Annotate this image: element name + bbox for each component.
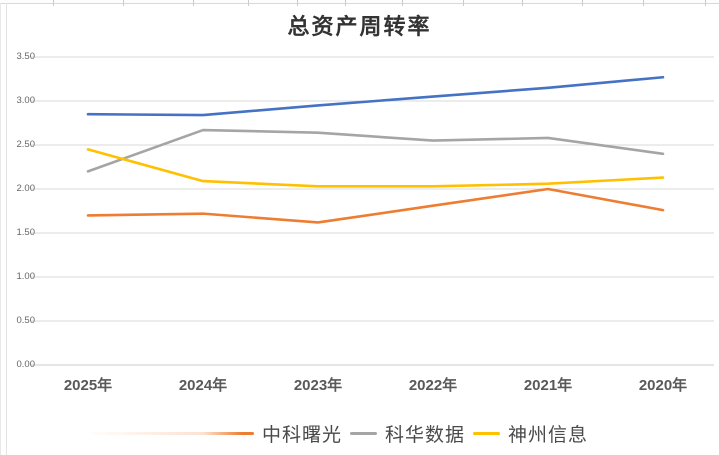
spreadsheet-top-row bbox=[0, 0, 719, 6]
y-tick-label: 2.00 bbox=[16, 183, 36, 194]
column-border-tick bbox=[345, 0, 346, 6]
legend-label: 中科曙光 bbox=[262, 424, 343, 446]
series-line-神州信息 bbox=[86, 148, 665, 188]
column-border-tick bbox=[297, 0, 298, 6]
y-tick-label: 1.50 bbox=[16, 227, 36, 238]
series-line-unlabeled bbox=[86, 75, 665, 117]
legend-label: 科华数据 bbox=[385, 424, 466, 446]
column-border-tick bbox=[193, 0, 194, 6]
y-tick-label: 3.00 bbox=[16, 95, 36, 106]
x-axis-label: 2025年 bbox=[63, 377, 113, 394]
legend-key-中科曙光 bbox=[84, 431, 254, 435]
column-border-tick bbox=[705, 0, 706, 6]
column-border-tick bbox=[402, 0, 403, 6]
spreadsheet-column-border bbox=[6, 3, 7, 455]
legend-key-神州信息 bbox=[473, 431, 501, 435]
column-border-tick bbox=[248, 0, 249, 6]
series-line-科华数据 bbox=[86, 128, 665, 173]
x-axis-label: 2022年 bbox=[408, 377, 458, 394]
legend-key-科华数据 bbox=[350, 431, 378, 435]
column-border-tick bbox=[463, 0, 464, 6]
series-line-中科曙光 bbox=[86, 187, 665, 224]
chart-title: 总资产周转率 bbox=[287, 14, 432, 39]
x-axis-label: 2024年 bbox=[178, 377, 228, 394]
left-edge-border bbox=[0, 3, 1, 455]
column-border-tick bbox=[643, 0, 644, 6]
y-tick-label: 2.50 bbox=[16, 139, 36, 150]
x-axis-label: 2023年 bbox=[293, 377, 343, 394]
chart-legend: 中科曙光 科华数据 神州信息 bbox=[84, 418, 644, 448]
x-axis-label: 2021年 bbox=[523, 377, 573, 394]
legend-label: 神州信息 bbox=[508, 424, 589, 446]
y-tick-label: 1.00 bbox=[16, 271, 36, 282]
y-tick-label: 0.50 bbox=[16, 315, 36, 326]
column-border-tick bbox=[123, 0, 124, 6]
y-tick-label: 0.00 bbox=[16, 359, 36, 370]
column-border-tick bbox=[522, 0, 523, 6]
x-axis-label: 2020年 bbox=[638, 377, 688, 394]
column-border-tick bbox=[53, 0, 54, 6]
column-border-tick bbox=[582, 0, 583, 6]
y-tick-label: 3.50 bbox=[16, 51, 36, 62]
